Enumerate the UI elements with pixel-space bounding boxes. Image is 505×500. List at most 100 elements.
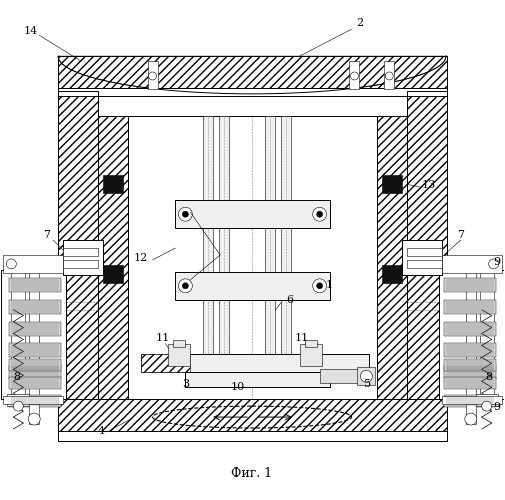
Bar [384,61,394,89]
Bar [442,255,501,273]
Circle shape [178,207,192,221]
Bar [58,431,447,441]
Bar [11,270,25,399]
Text: 9: 9 [493,257,500,267]
Bar [63,248,98,256]
Circle shape [482,401,492,411]
Bar [58,399,447,431]
Bar [377,96,407,399]
Bar [349,61,360,89]
Text: 11: 11 [156,332,170,342]
Bar [466,270,476,399]
Bar [10,378,61,389]
Text: 14: 14 [24,26,38,36]
Bar [8,394,29,406]
Bar [358,368,375,385]
Bar [10,300,61,314]
Bar [444,395,495,407]
Bar [58,56,447,91]
Bar [185,372,330,387]
Bar [444,366,495,380]
Bar [480,270,494,399]
Bar [169,344,190,366]
Bar [444,344,495,357]
Bar [103,265,123,283]
Text: 12: 12 [133,253,148,263]
Polygon shape [58,56,447,94]
Bar [402,240,442,275]
Bar [103,176,123,194]
Bar [10,395,61,407]
Bar [98,96,128,399]
Text: 4: 4 [97,426,105,436]
Circle shape [313,279,327,293]
Bar [265,116,275,384]
Text: 1: 1 [326,280,333,290]
Bar [140,354,369,372]
Text: 11: 11 [294,332,309,342]
Circle shape [182,211,188,217]
Circle shape [148,72,157,80]
Bar [10,344,61,357]
Bar [2,270,66,399]
Bar [476,394,497,406]
Circle shape [361,370,372,382]
Bar [58,91,98,399]
Circle shape [489,259,498,269]
Bar [407,260,442,268]
Text: 10: 10 [231,382,245,392]
Bar [204,116,213,384]
Bar [382,265,402,283]
Circle shape [178,279,192,293]
Bar [439,270,503,399]
Bar [58,91,98,399]
Bar [58,399,447,431]
Bar [10,366,61,380]
Circle shape [13,401,23,411]
Bar [58,88,447,96]
Bar [98,96,407,116]
Bar [175,272,330,299]
Circle shape [465,413,477,425]
Text: 7: 7 [42,230,49,240]
Bar [147,61,158,89]
Bar [281,116,291,384]
Text: 8: 8 [13,372,20,382]
Text: Фиг. 1: Фиг. 1 [231,468,273,480]
Bar [10,322,61,336]
Text: 7: 7 [458,230,464,240]
Bar [140,354,190,372]
Circle shape [313,207,327,221]
Bar [63,260,98,268]
Bar [175,200,330,228]
Bar [63,240,103,275]
Bar [377,96,407,399]
Bar [466,404,476,424]
Bar [444,278,495,292]
Bar [442,396,501,404]
Bar [29,404,39,424]
Bar [58,56,447,91]
Text: 6: 6 [286,294,293,304]
Text: 2: 2 [356,18,363,28]
Circle shape [317,211,323,217]
Circle shape [385,72,393,80]
Circle shape [317,283,323,289]
Text: 3: 3 [182,379,189,389]
Bar [4,255,63,273]
Bar [444,300,495,314]
Bar [382,176,402,194]
Bar [10,278,61,292]
Bar [305,340,317,347]
Circle shape [7,259,16,269]
Bar [300,344,322,366]
Text: 8: 8 [485,372,492,382]
Bar [173,340,185,347]
Bar [29,270,39,399]
Circle shape [350,72,359,80]
Circle shape [182,283,188,289]
Bar [444,378,495,389]
Text: 9: 9 [493,402,500,412]
Text: 5: 5 [364,379,371,389]
Bar [407,91,447,399]
